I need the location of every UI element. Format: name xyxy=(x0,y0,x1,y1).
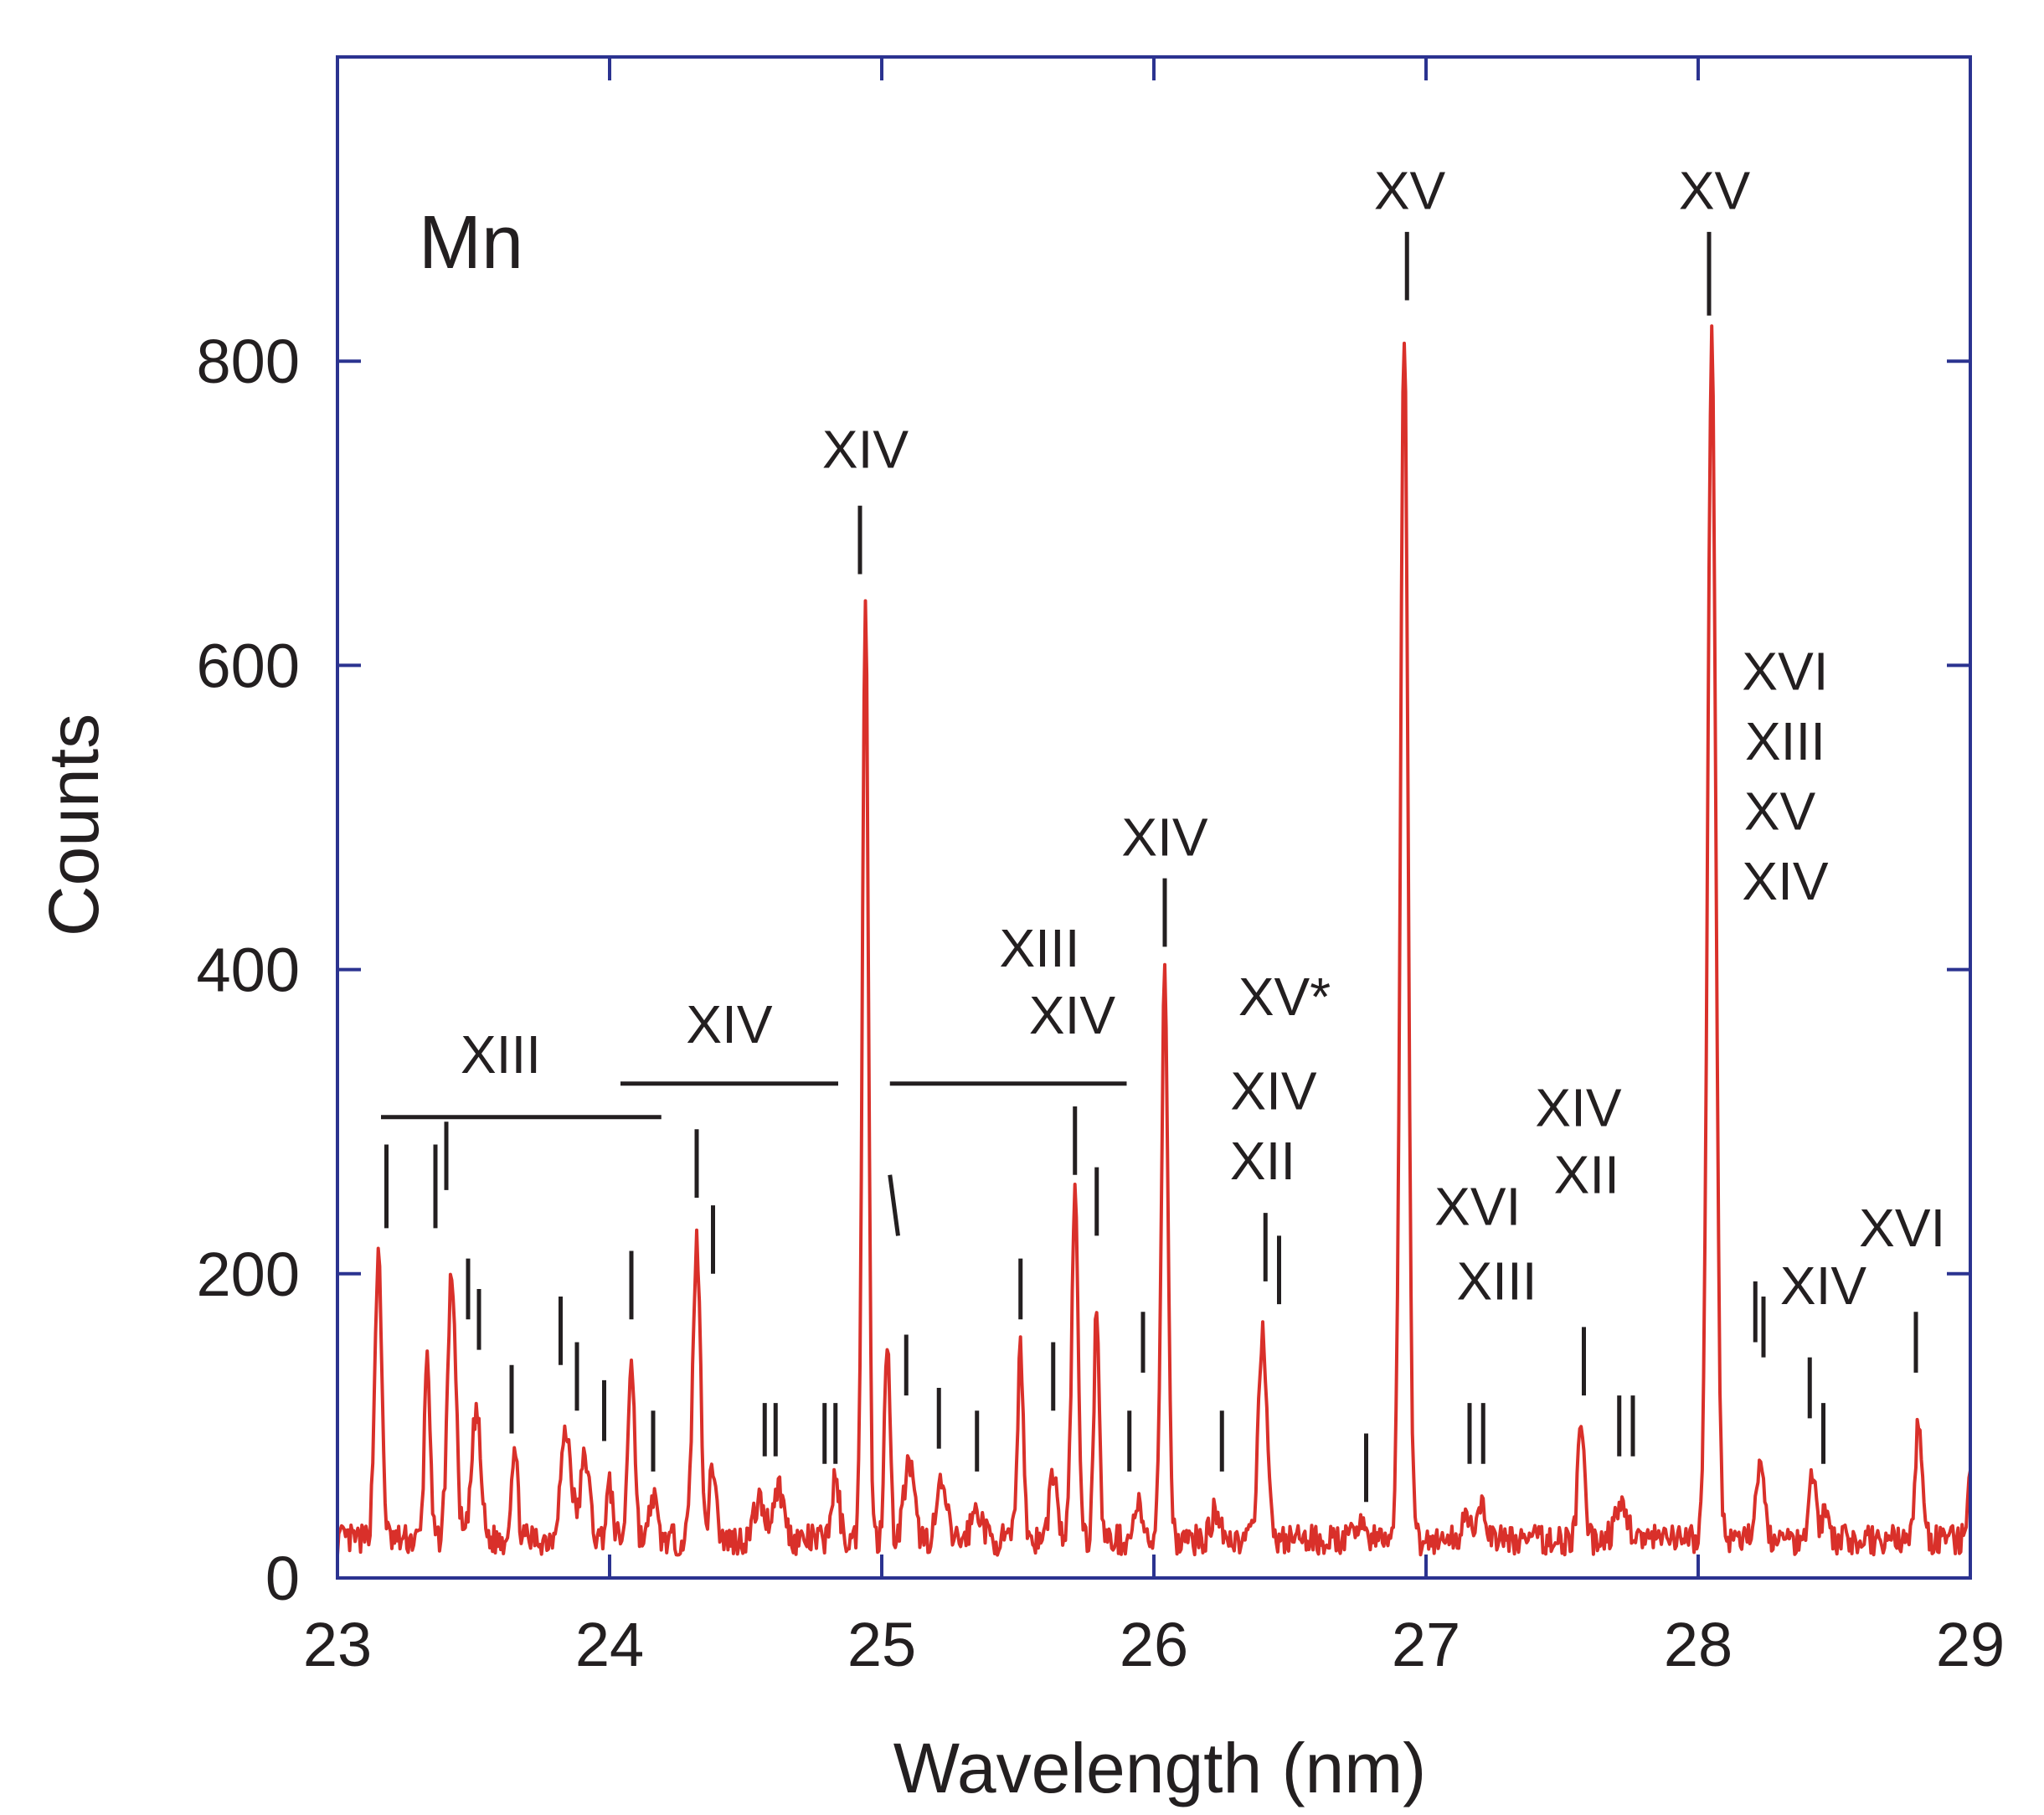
ion-label: XVI xyxy=(1742,641,1828,701)
x-tick-label: 25 xyxy=(847,1610,916,1679)
element-label: Mn xyxy=(419,201,523,285)
axis-ticks: 23 24 25 26 27 28 29 0 200 400 600 800 xyxy=(197,57,2005,1679)
y-tick-label: 0 xyxy=(265,1544,300,1613)
spectrum-line xyxy=(336,324,1972,1557)
y-tick-label: 800 xyxy=(197,327,300,396)
y-axis-title: Counts xyxy=(34,714,113,936)
x-tick-label: 27 xyxy=(1392,1610,1460,1679)
ion-label: XIII xyxy=(461,1024,541,1085)
ion-label: XV xyxy=(1679,161,1751,221)
ion-label: XV xyxy=(1374,161,1446,221)
y-tick-label: 600 xyxy=(197,631,300,700)
ion-label: XIII xyxy=(999,918,1079,978)
ion-label: XIV xyxy=(1742,851,1828,911)
ion-label: XIII xyxy=(1456,1251,1537,1312)
y-tick-label: 200 xyxy=(197,1240,300,1309)
ion-label: XIV xyxy=(1230,1061,1316,1121)
x-tick-label: 24 xyxy=(575,1610,644,1679)
y-tick-label: 400 xyxy=(197,936,300,1005)
x-axis-title: Wavelength (nm) xyxy=(893,1729,1426,1807)
ion-label: XIV xyxy=(1535,1078,1621,1138)
ion-label: XVI xyxy=(1859,1198,1945,1258)
ion-label: XV* xyxy=(1238,967,1331,1027)
x-tick-label: 23 xyxy=(303,1610,372,1679)
ion-label: XIV xyxy=(1029,985,1115,1045)
ion-label: XV xyxy=(1744,781,1816,842)
ion-label: XIV xyxy=(822,419,909,479)
slash-marker xyxy=(888,1174,900,1236)
x-tick-label: 29 xyxy=(1936,1610,2005,1679)
ion-label: XII xyxy=(1230,1131,1295,1191)
ion-label: XIV xyxy=(686,994,772,1054)
ion-label: XIV xyxy=(1780,1256,1866,1316)
x-tick-label: 28 xyxy=(1664,1610,1733,1679)
ion-label: XIII xyxy=(1745,711,1825,771)
ion-label: XVI xyxy=(1434,1177,1521,1237)
ion-label: XII xyxy=(1554,1145,1619,1205)
x-tick-label: 26 xyxy=(1120,1610,1188,1679)
annotation-layer: XIII XIV XIV XIII XIV XIV XV* XIV XII XV XVI XIII XI… xyxy=(381,161,1945,1503)
ion-label: XIV xyxy=(1121,807,1207,867)
